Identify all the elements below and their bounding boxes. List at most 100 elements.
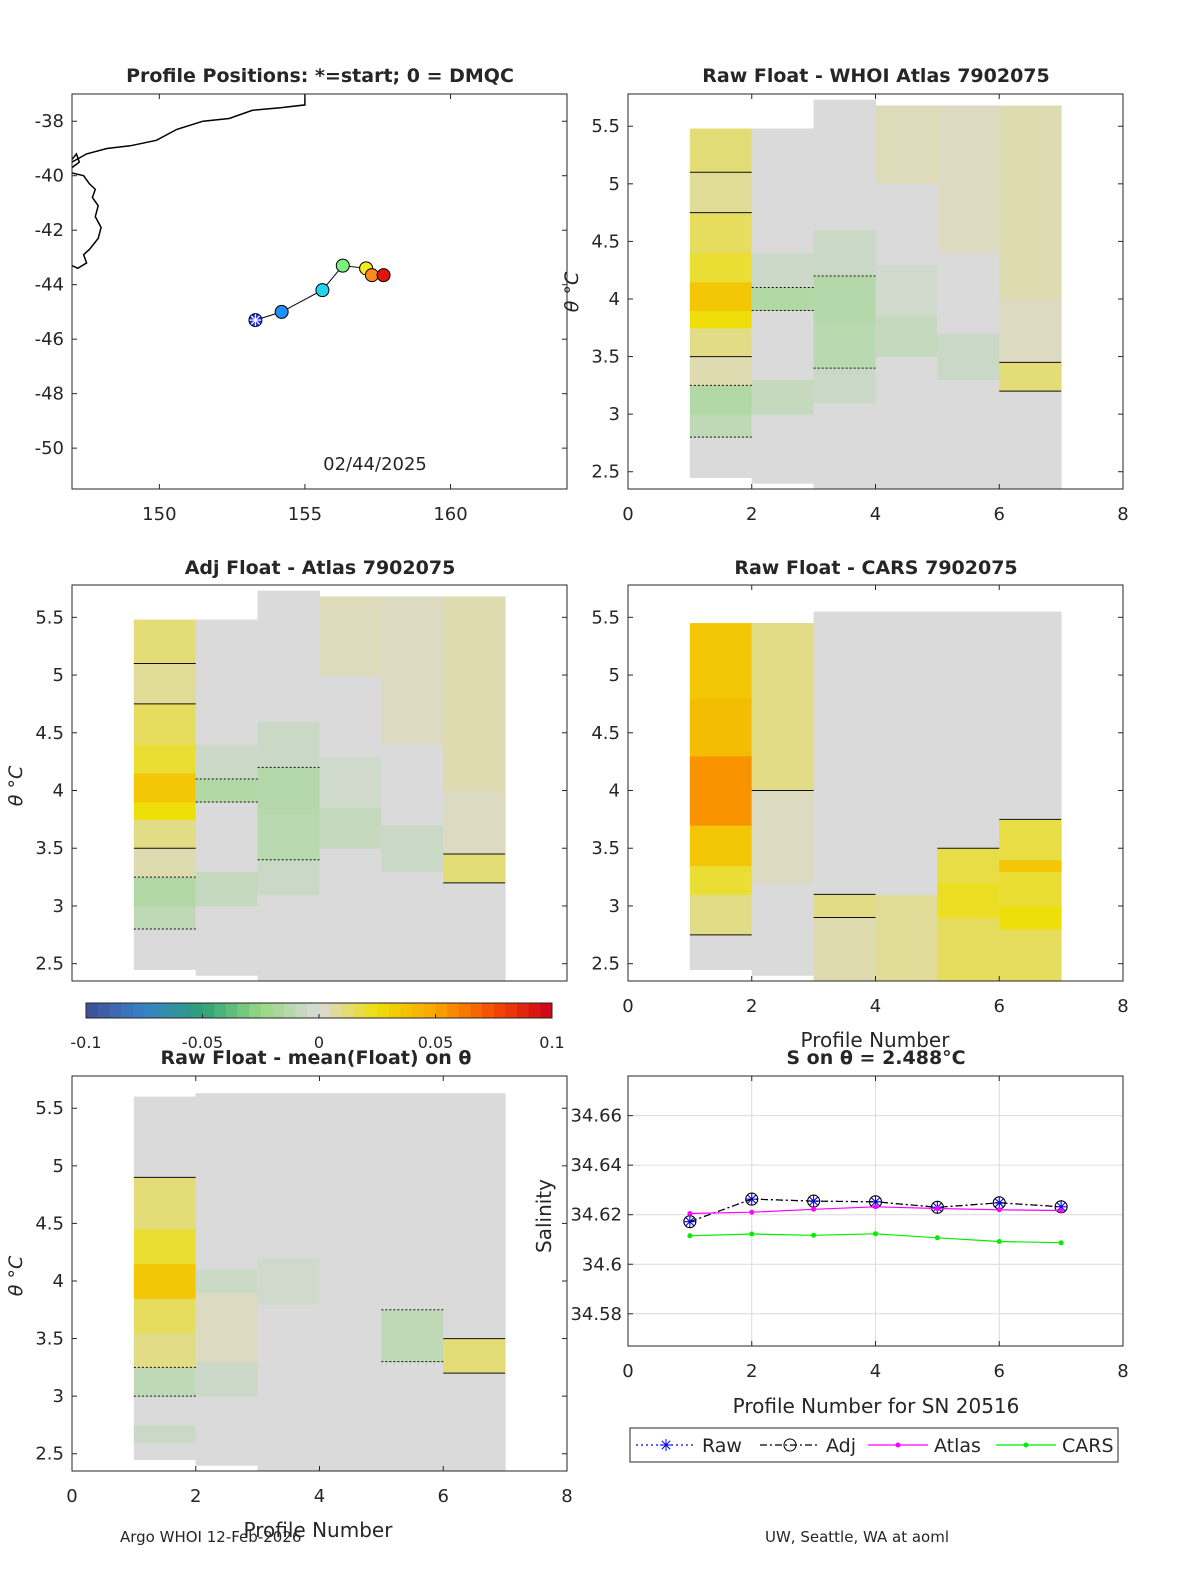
footer-left: Argo WHOI 12-Feb-2026: [120, 1528, 301, 1546]
raw-cars-cell: [999, 611, 1062, 820]
adj-atlas-cell: [195, 871, 259, 907]
raw-mean-xtick-label: 4: [314, 1486, 325, 1507]
colorbar-segment: [319, 1003, 332, 1018]
raw-mean-ytick-label: 5.5: [35, 1098, 64, 1119]
raw-cars-ytick-label: 3: [609, 896, 620, 917]
colorbar-segment: [435, 1003, 448, 1018]
legend-label-atlas: Atlas: [934, 1435, 981, 1457]
raw-mean-cell: [381, 1093, 444, 1311]
salinity-ylabel: Salinity: [532, 1179, 556, 1253]
footer-right: UW, Seattle, WA at aoml: [765, 1528, 949, 1546]
raw-atlas-cell: [751, 379, 815, 415]
colorbar-segment: [377, 1003, 390, 1018]
adj-atlas-cell: [381, 596, 444, 745]
adj-atlas-cell: [257, 721, 320, 768]
raw-mean-cell: [133, 1229, 197, 1265]
colorbar-segment: [493, 1003, 506, 1018]
colorbar-segment: [155, 1003, 169, 1018]
raw-cars-cell: [689, 623, 753, 699]
adj-atlas-cell: [133, 905, 197, 930]
raw-mean-cell: [443, 1373, 506, 1472]
raw-atlas-cell: [689, 414, 753, 438]
map-ytick-label: -50: [35, 438, 64, 459]
colorbar-tick-label: -0.05: [182, 1033, 223, 1052]
raw-atlas-cell: [689, 437, 753, 478]
raw-atlas-cell: [813, 229, 876, 277]
salinity-xtick-label: 6: [994, 1361, 1005, 1382]
raw-cars-panel: 0 2 4 6 8 2.5 3 3.5 4 4.5 5 5.5: [591, 584, 1129, 1017]
raw-mean-ytick-label: 3.5: [35, 1329, 64, 1350]
colorbar-segment: [120, 1003, 134, 1018]
raw-cars-cell: [937, 882, 1000, 919]
raw-mean-cell: [133, 1367, 197, 1397]
raw-atlas-cell: [813, 99, 876, 231]
raw-atlas-cell: [999, 105, 1062, 300]
raw-mean-ytick-label: 3: [53, 1386, 64, 1407]
adj-atlas-cell: [319, 596, 382, 676]
raw-atlas-cell: [999, 391, 1062, 490]
colorbar-segment: [423, 1003, 436, 1018]
raw-cars-cell: [999, 905, 1062, 930]
raw-mean-xtick-label: 6: [438, 1486, 449, 1507]
raw-atlas-cell: [937, 252, 1000, 335]
salinity-xtick-label: 4: [870, 1361, 881, 1382]
raw-mean-cell: [443, 1338, 506, 1374]
adj-atlas-cell: [443, 596, 506, 792]
legend-marker-atlas: [895, 1442, 901, 1448]
raw-atlas-ytick-label: 3: [609, 404, 620, 425]
raw-cars-cell: [813, 917, 876, 982]
salinity-point-raw: [1056, 1202, 1066, 1212]
raw-mean-cell: [133, 1332, 197, 1368]
adj-atlas-cell: [257, 767, 320, 815]
raw-atlas-cell: [751, 414, 815, 484]
raw-atlas-ytick-label: 3.5: [591, 347, 620, 368]
adj-atlas-cell: [257, 859, 320, 895]
map-ytick-label: -48: [35, 384, 64, 405]
raw-mean-title: Raw Float - mean(Float) on θ: [161, 1047, 472, 1069]
positions-date-annotation: 02/44/2025: [323, 454, 427, 475]
raw-atlas-ylabel: θ °C: [561, 271, 583, 312]
adj-atlas-cell: [257, 894, 320, 982]
raw-atlas-cell: [813, 402, 876, 490]
salinity-series-adj: [689, 1198, 1062, 1223]
colorbar-segment: [109, 1003, 122, 1018]
adj-atlas-cell: [319, 848, 382, 982]
adj-atlas-cell: [133, 819, 197, 849]
coastline: [72, 94, 306, 163]
colorbar-segment: [249, 1003, 262, 1018]
raw-mean-cell: [195, 1361, 259, 1397]
salinity-point-atlas: [687, 1210, 693, 1216]
raw-atlas-cell: [751, 310, 815, 381]
raw-mean-panel: 0 2 4 6 8 2.5 3 3.5 4 4.5 5 5.5: [35, 1075, 573, 1507]
adj-atlas-cell: [195, 905, 259, 976]
raw-mean-cell: [133, 1096, 197, 1178]
raw-cars-cell: [751, 882, 815, 976]
raw-mean-cell: [133, 1298, 197, 1334]
raw-atlas-cell: [689, 172, 753, 214]
adj-atlas-panel: 2.5 3 3.5 4 4.5 5 5.5: [35, 584, 568, 982]
map-ytick-label: -40: [35, 166, 64, 187]
raw-atlas-cell: [689, 252, 753, 283]
adj-atlas-cell: [195, 619, 259, 745]
colorbar-segment: [225, 1003, 238, 1018]
raw-cars-cell: [999, 929, 1062, 982]
adj-atlas-cell: [319, 807, 382, 849]
raw-mean-xtick-label: 0: [66, 1486, 77, 1507]
raw-cars-ytick-label: 2.5: [591, 954, 620, 975]
raw-atlas-cell: [875, 264, 938, 317]
raw-cars-cell: [875, 894, 938, 982]
salinity-point-cars: [873, 1231, 878, 1237]
raw-mean-ytick-label: 4: [53, 1271, 64, 1292]
colorbar-segment: [470, 1003, 483, 1018]
raw-mean-cell: [319, 1093, 382, 1472]
raw-cars-cell: [751, 790, 815, 884]
start-star-stroke: [250, 315, 261, 325]
legend-marker-raw: [661, 1440, 671, 1450]
colorbar-segment: [202, 1003, 215, 1018]
adj-atlas-cell: [133, 773, 197, 803]
raw-atlas-cell: [999, 362, 1062, 392]
colorbar-segment: [505, 1003, 518, 1018]
raw-atlas-panel: 0 2 4 6 8 2.5 3 3.5 4 4.5 5 5.5: [591, 93, 1129, 525]
map-ytick-label: -46: [35, 329, 64, 350]
